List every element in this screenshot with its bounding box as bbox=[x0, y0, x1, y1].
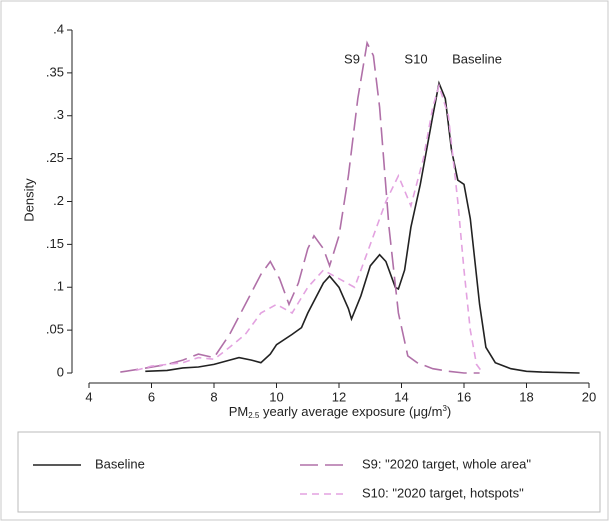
series-line bbox=[135, 82, 484, 374]
legend-label: S10: "2020 target, hotspots" bbox=[362, 485, 524, 500]
annotation: S9 bbox=[344, 51, 360, 66]
y-tick-label: .2 bbox=[53, 193, 64, 208]
x-tick-label: 18 bbox=[519, 389, 533, 404]
y-tick-label: 0 bbox=[57, 364, 64, 379]
x-label-part: ) bbox=[447, 404, 451, 419]
annotation: S10 bbox=[404, 51, 427, 66]
x-axis-label: PM2.5 yearly average exposure (μg/m3) bbox=[229, 404, 452, 420]
series-line bbox=[120, 40, 480, 374]
y-tick-label: .05 bbox=[46, 322, 64, 337]
x-tick-label: 14 bbox=[394, 389, 408, 404]
x-label-sup: 3 bbox=[442, 404, 447, 413]
x-tick-label: 4 bbox=[85, 389, 92, 404]
x-tick-label: 12 bbox=[332, 389, 346, 404]
x-tick-label: 8 bbox=[210, 389, 217, 404]
y-tick-label: .3 bbox=[53, 107, 64, 122]
x-tick-label: 20 bbox=[582, 389, 596, 404]
x-tick-label: 6 bbox=[148, 389, 155, 404]
x-tick-label: 10 bbox=[269, 389, 283, 404]
y-tick-label: .35 bbox=[46, 64, 64, 79]
legend-label: Baseline bbox=[95, 456, 145, 471]
x-label-sub: 2.5 bbox=[248, 411, 260, 420]
x-label-part: PM bbox=[229, 404, 249, 419]
y-axis-label: Density bbox=[21, 178, 36, 222]
y-tick-label: .4 bbox=[53, 21, 64, 36]
legend-label: S9: "2020 target, whole area" bbox=[362, 456, 531, 471]
x-label-part: yearly average exposure (μg/m bbox=[259, 404, 442, 419]
annotation: Baseline bbox=[452, 51, 502, 66]
x-tick-label: 16 bbox=[457, 389, 471, 404]
legend-box bbox=[17, 431, 601, 513]
y-tick-label: .15 bbox=[46, 236, 64, 251]
y-tick-label: .25 bbox=[46, 150, 64, 165]
y-tick-label: .1 bbox=[53, 279, 64, 294]
series-line bbox=[145, 80, 580, 374]
